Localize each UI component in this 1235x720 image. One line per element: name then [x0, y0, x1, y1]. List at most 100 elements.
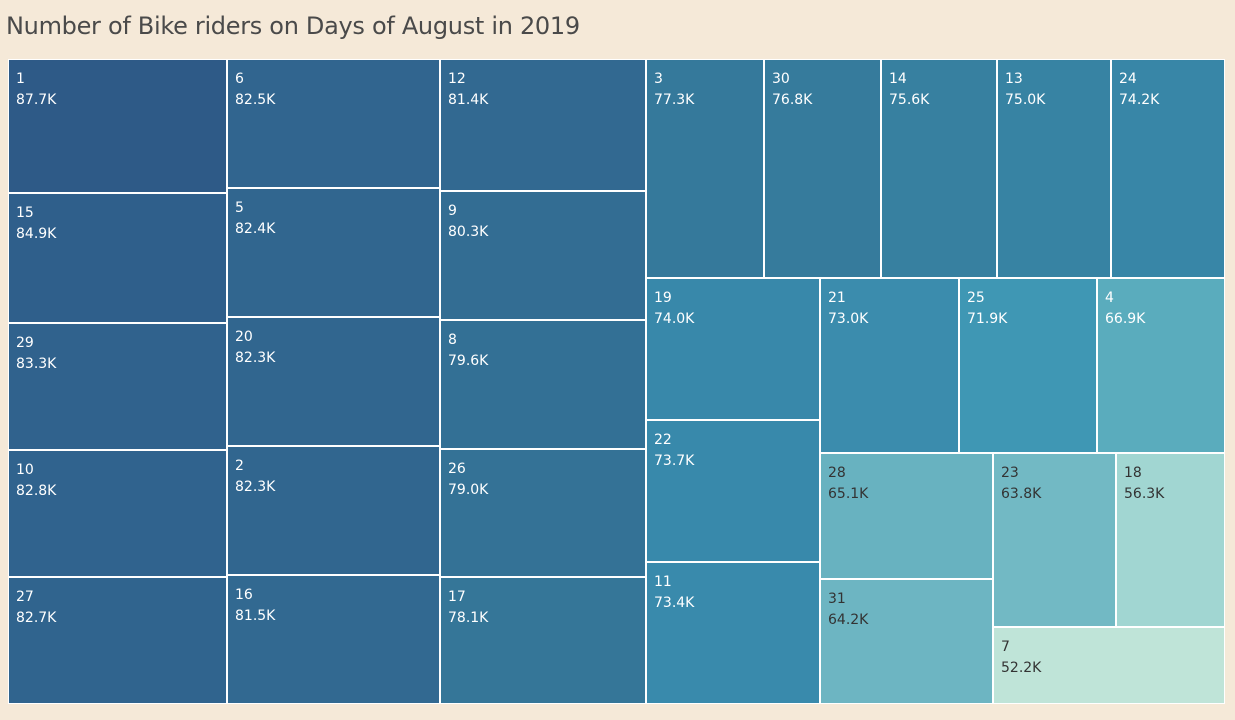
treemap-cell-day-13[interactable]: 13 75.0K: [997, 59, 1111, 278]
treemap-cell-day-12[interactable]: 12 81.4K: [440, 59, 646, 191]
cell-label: 13 75.0K: [1005, 69, 1045, 111]
treemap-cell-day-21[interactable]: 21 73.0K: [820, 278, 959, 453]
treemap-cell-day-10[interactable]: 10 82.8K: [8, 450, 227, 577]
cell-label: 30 76.8K: [772, 69, 812, 111]
cell-label: 27 82.7K: [16, 587, 56, 629]
treemap-cell-day-5[interactable]: 5 82.4K: [227, 188, 440, 317]
treemap-cell-day-31[interactable]: 31 64.2K: [820, 579, 993, 704]
cell-label: 10 82.8K: [16, 460, 56, 502]
treemap-cell-day-3[interactable]: 3 77.3K: [646, 59, 764, 278]
cell-label: 28 65.1K: [828, 463, 868, 505]
treemap-cell-day-20[interactable]: 20 82.3K: [227, 317, 440, 446]
value-label: 81.4K: [448, 92, 489, 108]
cell-label: 31 64.2K: [828, 589, 868, 631]
day-label: 22: [654, 432, 672, 448]
cell-label: 22 73.7K: [654, 430, 694, 472]
treemap-cell-day-11[interactable]: 11 73.4K: [646, 562, 820, 704]
cell-label: 6 82.5K: [235, 69, 275, 111]
treemap-cell-day-28[interactable]: 28 65.1K: [820, 453, 993, 579]
day-label: 8: [448, 332, 457, 348]
treemap-cell-day-19[interactable]: 19 74.0K: [646, 278, 820, 420]
value-label: 71.9K: [967, 311, 1008, 327]
treemap-cell-day-6[interactable]: 6 82.5K: [227, 59, 440, 188]
cell-label: 25 71.9K: [967, 288, 1007, 330]
day-label: 18: [1124, 465, 1142, 481]
day-label: 12: [448, 71, 466, 87]
value-label: 52.2K: [1001, 660, 1042, 676]
day-label: 11: [654, 574, 672, 590]
value-label: 82.8K: [16, 483, 57, 499]
treemap-cell-day-26[interactable]: 26 79.0K: [440, 449, 646, 577]
cell-label: 16 81.5K: [235, 585, 275, 627]
value-label: 75.0K: [1005, 92, 1046, 108]
value-label: 82.5K: [235, 92, 276, 108]
value-label: 76.8K: [772, 92, 813, 108]
treemap-cell-day-8[interactable]: 8 79.6K: [440, 320, 646, 449]
treemap-cell-day-27[interactable]: 27 82.7K: [8, 577, 227, 704]
day-label: 4: [1105, 290, 1114, 306]
treemap-cell-day-17[interactable]: 17 78.1K: [440, 577, 646, 704]
day-label: 27: [16, 589, 34, 605]
value-label: 56.3K: [1124, 486, 1165, 502]
cell-label: 2 82.3K: [235, 456, 275, 498]
value-label: 65.1K: [828, 486, 869, 502]
treemap-cell-day-22[interactable]: 22 73.7K: [646, 420, 820, 562]
value-label: 64.2K: [828, 612, 869, 628]
treemap-cell-day-1[interactable]: 1 87.7K: [8, 59, 227, 193]
treemap-cell-day-29[interactable]: 29 83.3K: [8, 323, 227, 450]
day-label: 13: [1005, 71, 1023, 87]
chart-title: Number of Bike riders on Days of August …: [6, 12, 580, 40]
value-label: 80.3K: [448, 224, 489, 240]
treemap-cell-day-7[interactable]: 7 52.2K: [993, 627, 1225, 704]
day-label: 21: [828, 290, 846, 306]
day-label: 17: [448, 589, 466, 605]
day-label: 23: [1001, 465, 1019, 481]
day-label: 5: [235, 200, 244, 216]
value-label: 81.5K: [235, 608, 276, 624]
value-label: 73.7K: [654, 453, 695, 469]
value-label: 82.4K: [235, 221, 276, 237]
value-label: 83.3K: [16, 356, 57, 372]
value-label: 82.3K: [235, 350, 276, 366]
value-label: 63.8K: [1001, 486, 1042, 502]
day-label: 29: [16, 335, 34, 351]
value-label: 82.3K: [235, 479, 276, 495]
treemap-cell-day-2[interactable]: 2 82.3K: [227, 446, 440, 575]
value-label: 73.4K: [654, 595, 695, 611]
day-label: 14: [889, 71, 907, 87]
value-label: 79.6K: [448, 353, 489, 369]
treemap-cell-day-4[interactable]: 4 66.9K: [1097, 278, 1225, 453]
treemap-cell-day-15[interactable]: 15 84.9K: [8, 193, 227, 323]
cell-label: 23 63.8K: [1001, 463, 1041, 505]
day-label: 2: [235, 458, 244, 474]
value-label: 75.6K: [889, 92, 930, 108]
treemap-cell-day-30[interactable]: 30 76.8K: [764, 59, 881, 278]
cell-label: 19 74.0K: [654, 288, 694, 330]
cell-label: 24 74.2K: [1119, 69, 1159, 111]
value-label: 66.9K: [1105, 311, 1146, 327]
treemap-cell-day-18[interactable]: 18 56.3K: [1116, 453, 1225, 627]
day-label: 15: [16, 205, 34, 221]
cell-label: 11 73.4K: [654, 572, 694, 614]
day-label: 7: [1001, 639, 1010, 655]
treemap-cell-day-16[interactable]: 16 81.5K: [227, 575, 440, 704]
day-label: 20: [235, 329, 253, 345]
day-label: 3: [654, 71, 663, 87]
treemap-cell-day-24[interactable]: 24 74.2K: [1111, 59, 1225, 278]
day-label: 26: [448, 461, 466, 477]
cell-label: 8 79.6K: [448, 330, 488, 372]
value-label: 74.0K: [654, 311, 695, 327]
cell-label: 1 87.7K: [16, 69, 56, 111]
cell-label: 3 77.3K: [654, 69, 694, 111]
cell-label: 5 82.4K: [235, 198, 275, 240]
cell-label: 14 75.6K: [889, 69, 929, 111]
treemap-cell-day-25[interactable]: 25 71.9K: [959, 278, 1097, 453]
day-label: 24: [1119, 71, 1137, 87]
treemap-cell-day-9[interactable]: 9 80.3K: [440, 191, 646, 320]
day-label: 25: [967, 290, 985, 306]
cell-label: 26 79.0K: [448, 459, 488, 501]
treemap-cell-day-14[interactable]: 14 75.6K: [881, 59, 997, 278]
treemap-cell-day-23[interactable]: 23 63.8K: [993, 453, 1116, 627]
cell-label: 12 81.4K: [448, 69, 488, 111]
cell-label: 21 73.0K: [828, 288, 868, 330]
